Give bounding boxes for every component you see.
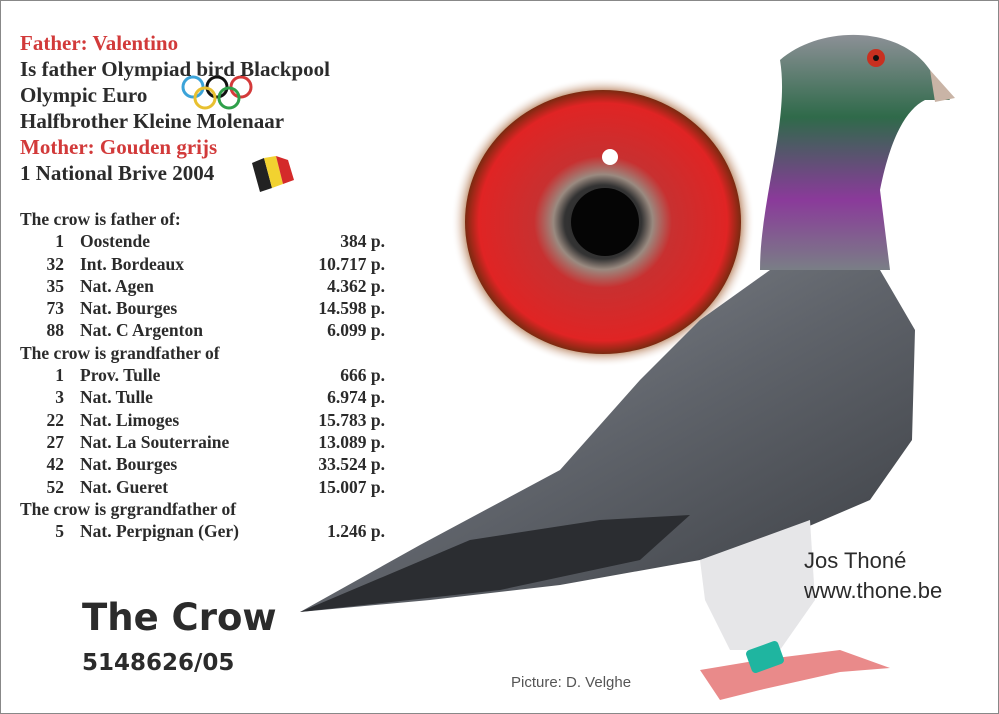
ring-number: 5148626/05 <box>82 650 235 676</box>
result-birds: 6.974 p. <box>327 387 385 408</box>
bird-name: The Crow <box>82 596 277 639</box>
result-row: 5 Nat. Perpignan (Ger) 1.246 p. <box>20 520 390 542</box>
result-place: 22 <box>46 409 65 430</box>
result-row: 35 Nat. Agen 4.362 p. <box>20 275 390 297</box>
result-race: Nat. Bourges <box>80 454 178 475</box>
result-race: Nat. La Souterraine <box>80 431 230 452</box>
result-race: Nat. Bourges <box>80 298 178 319</box>
eye-closeup <box>451 77 755 367</box>
result-row: 73 Nat. Bourges 14.598 p. <box>20 297 390 319</box>
result-row: 32 Int. Bordeaux 10.717 p. <box>20 253 390 275</box>
result-birds: 14.598 p. <box>318 298 385 319</box>
result-birds: 15.783 p. <box>318 409 385 430</box>
result-birds: 4.362 p. <box>327 275 385 296</box>
result-birds: 666 p. <box>340 365 385 386</box>
result-row: 88 Nat. C Argenton 6.099 p. <box>20 319 390 341</box>
result-race: Nat. Gueret <box>80 476 169 497</box>
father-name: Father: Valentino <box>20 31 179 55</box>
result-birds: 13.089 p. <box>318 431 385 452</box>
father-note-euro: Olympic Euro <box>20 83 148 107</box>
result-row: 3 Nat. Tulle 6.974 p. <box>20 386 390 408</box>
result-place: 73 <box>46 298 65 319</box>
father-heading: The crow is father of: <box>20 209 181 229</box>
result-birds: 33.524 p. <box>318 454 385 475</box>
result-race: Prov. Tulle <box>80 365 161 386</box>
result-place: 32 <box>46 253 65 274</box>
olympic-rings-icon <box>181 75 253 110</box>
father-note-olympiad: Is father Olympiad bird Blackpool <box>20 57 330 81</box>
result-birds: 1.246 p. <box>327 521 385 542</box>
result-race: Nat. Perpignan (Ger) <box>80 521 239 542</box>
results-table: The crow is father of: 1 Oostende 384 p. 32… <box>20 208 390 542</box>
result-birds: 384 p. <box>340 231 385 252</box>
result-race: Nat. Limoges <box>80 409 180 430</box>
section-heading: The crow is father of: <box>20 208 390 230</box>
result-race: Oostende <box>80 231 150 252</box>
result-place: 5 <box>55 521 64 542</box>
result-place: 1 <box>55 231 64 252</box>
result-race: Nat. Tulle <box>80 387 153 408</box>
result-birds: 10.717 p. <box>318 253 385 274</box>
result-birds: 15.007 p. <box>318 476 385 497</box>
result-place: 42 <box>46 454 65 475</box>
grandfather-heading: The crow is grandfather of <box>20 342 220 363</box>
section-heading: The crow is grgrandfather of <box>20 498 390 520</box>
father-note-halfbrother: Halfbrother Kleine Molenaar <box>20 109 285 133</box>
result-place: 27 <box>46 431 65 452</box>
result-row: 1 Prov. Tulle 666 p. <box>20 364 390 386</box>
result-row: 27 Nat. La Souterraine 13.089 p. <box>20 431 390 453</box>
belgian-flag-icon <box>252 156 294 192</box>
result-row: 1 Oostende 384 p. <box>20 230 390 252</box>
result-row: 22 Nat. Limoges 15.783 p. <box>20 409 390 431</box>
photo-credit: Picture: D. Velghe <box>511 674 632 691</box>
result-row: 42 Nat. Bourges 33.524 p. <box>20 453 390 475</box>
mother-name: Mother: Gouden grijs <box>20 135 218 159</box>
result-birds: 6.099 p. <box>327 320 385 341</box>
breeder-website: www.thone.be <box>804 578 943 603</box>
result-place: 88 <box>46 320 65 341</box>
result-place: 1 <box>55 365 64 386</box>
breeder-name: Jos Thoné <box>804 548 907 573</box>
result-place: 52 <box>46 476 65 497</box>
section-heading: The crow is grandfather of <box>20 342 390 364</box>
result-place: 35 <box>46 275 65 296</box>
result-race: Nat. C Argenton <box>80 320 203 341</box>
grgrandfather-heading: The crow is grgrandfather of <box>20 498 237 519</box>
result-place: 3 <box>55 387 64 408</box>
result-race: Int. Bordeaux <box>80 253 185 274</box>
pigeon-image <box>300 34 955 700</box>
mother-note: 1 National Brive 2004 <box>20 161 215 185</box>
result-race: Nat. Agen <box>80 275 154 296</box>
result-row: 52 Nat. Gueret 15.007 p. <box>20 476 390 498</box>
